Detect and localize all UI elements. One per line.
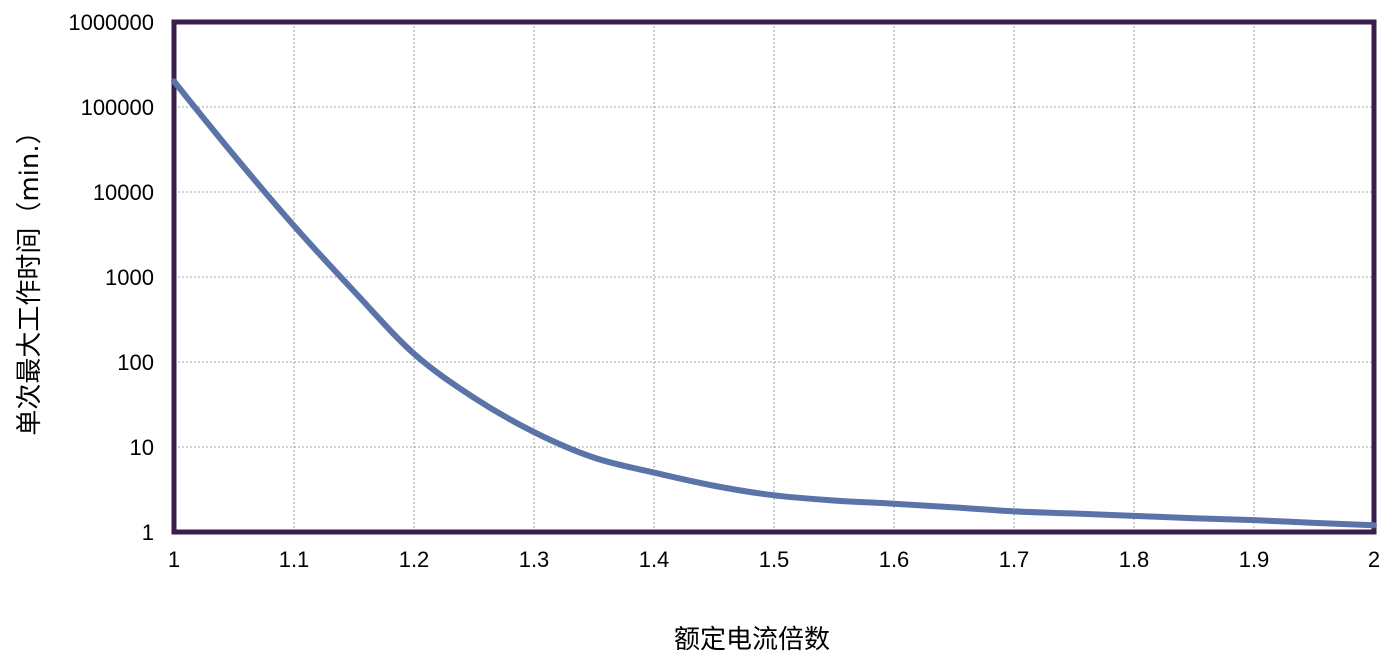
y-axis-tick-labels: 1 10 100 1000 10000 100000 1000000: [68, 10, 154, 545]
plot-area-border: [171, 19, 1377, 535]
x-axis-title: 额定电流倍数: [674, 625, 830, 655]
x-tick-label: 1.7: [999, 547, 1030, 572]
y-axis-title: 单次最大工作时间（min.）: [15, 118, 45, 435]
x-tick-label: 2: [1368, 547, 1380, 572]
series-line-0: [171, 78, 1377, 529]
y-tick-label: 10000: [93, 180, 154, 205]
x-tick-label: 1: [168, 547, 180, 572]
y-tick-label: 1: [142, 520, 154, 545]
y-tick-label: 10: [130, 435, 154, 460]
x-tick-label: 1.1: [279, 547, 310, 572]
x-axis-tick-labels: 1 1.1 1.2 1.3 1.4 1.5 1.6 1.7 1.8 1.9 2: [168, 547, 1380, 572]
x-tick-label: 1.9: [1239, 547, 1270, 572]
x-tick-label: 1.3: [519, 547, 550, 572]
y-tick-label: 100: [117, 350, 154, 375]
x-tick-label: 1.5: [759, 547, 790, 572]
series-layer: [171, 78, 1377, 529]
x-tick-label: 1.4: [639, 547, 670, 572]
x-tick-label: 1.6: [879, 547, 910, 572]
y-tick-label: 100000: [81, 95, 154, 120]
y-tick-label: 1000000: [68, 10, 154, 35]
grid-lines: [174, 22, 1374, 532]
x-tick-label: 1.8: [1119, 547, 1150, 572]
y-tick-label: 1000: [105, 265, 154, 290]
x-tick-label: 1.2: [399, 547, 430, 572]
